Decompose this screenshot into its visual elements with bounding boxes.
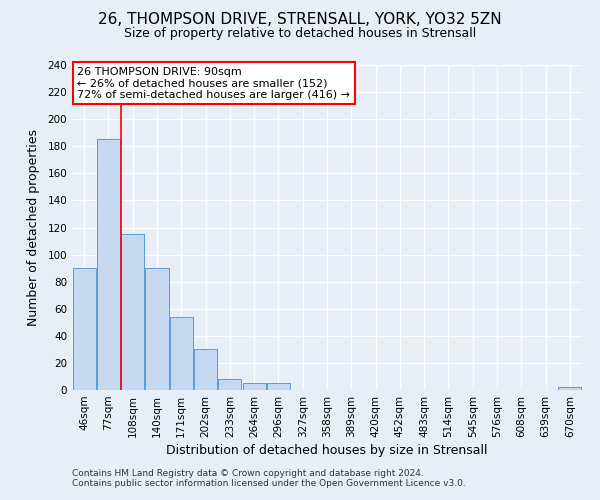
Bar: [218, 379, 241, 390]
Bar: [242, 383, 266, 390]
Bar: [145, 268, 169, 390]
Y-axis label: Number of detached properties: Number of detached properties: [28, 129, 40, 326]
Bar: [267, 383, 290, 390]
Text: 26 THOMPSON DRIVE: 90sqm
← 26% of detached houses are smaller (152)
72% of semi-: 26 THOMPSON DRIVE: 90sqm ← 26% of detach…: [77, 66, 350, 100]
Bar: [121, 234, 144, 390]
Text: Size of property relative to detached houses in Strensall: Size of property relative to detached ho…: [124, 28, 476, 40]
Bar: [559, 388, 581, 390]
Bar: [97, 140, 120, 390]
Bar: [194, 350, 217, 390]
X-axis label: Distribution of detached houses by size in Strensall: Distribution of detached houses by size …: [166, 444, 488, 457]
Text: Contains HM Land Registry data © Crown copyright and database right 2024.: Contains HM Land Registry data © Crown c…: [72, 468, 424, 477]
Text: Contains public sector information licensed under the Open Government Licence v3: Contains public sector information licen…: [72, 478, 466, 488]
Bar: [170, 317, 193, 390]
Bar: [73, 268, 95, 390]
Text: 26, THOMPSON DRIVE, STRENSALL, YORK, YO32 5ZN: 26, THOMPSON DRIVE, STRENSALL, YORK, YO3…: [98, 12, 502, 28]
